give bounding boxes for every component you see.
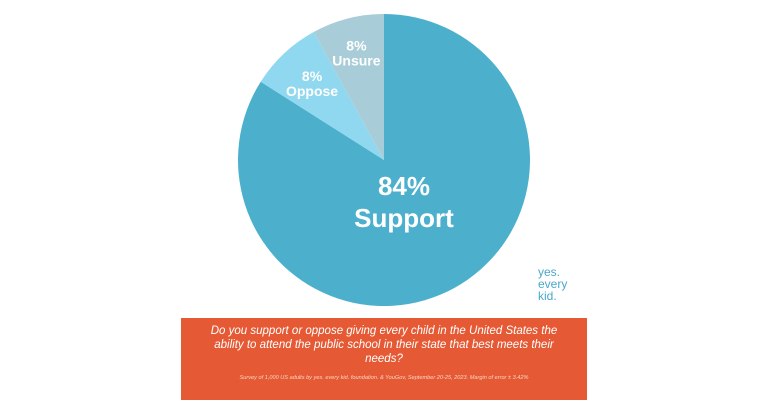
logo-line-1: yes. bbox=[538, 265, 561, 279]
survey-footnote: Survey of 1,000 US adults by yes. every … bbox=[239, 375, 529, 381]
pie-label-name-oppose: Oppose bbox=[286, 83, 338, 99]
logo-line-2: every bbox=[538, 277, 568, 291]
pie-label-pct-unsure: 8% bbox=[346, 37, 367, 53]
pie-label-name-unsure: Unsure bbox=[332, 52, 380, 68]
pie-label-pct-oppose: 8% bbox=[302, 68, 323, 84]
brand-logo: yes. every kid. bbox=[538, 266, 567, 302]
question-banner: Do you support or oppose giving every ch… bbox=[181, 318, 587, 400]
pie-slices bbox=[237, 14, 531, 306]
pie-slice-unsure bbox=[313, 14, 384, 160]
pie-slice-oppose bbox=[260, 32, 384, 161]
survey-question: Do you support or oppose giving every ch… bbox=[210, 325, 558, 365]
pie-label-name-support: Support bbox=[354, 203, 454, 233]
logo-line-3: kid. bbox=[538, 289, 557, 303]
pie-label-pct-support: 84% bbox=[378, 171, 430, 201]
